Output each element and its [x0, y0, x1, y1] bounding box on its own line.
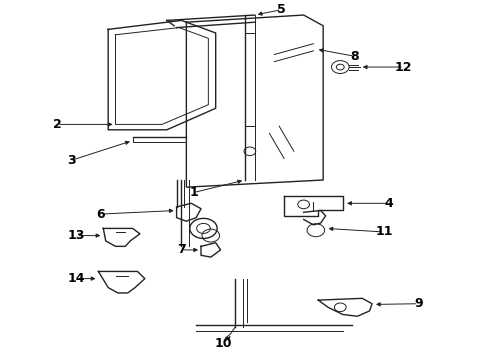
Text: 4: 4: [385, 197, 393, 210]
Text: 11: 11: [375, 225, 393, 238]
Text: 1: 1: [189, 186, 198, 199]
Text: 13: 13: [68, 229, 85, 242]
Text: 5: 5: [277, 3, 286, 16]
Text: 12: 12: [395, 60, 413, 73]
Text: 8: 8: [351, 50, 359, 63]
Text: 14: 14: [68, 272, 85, 285]
Text: 7: 7: [177, 243, 186, 256]
Text: 6: 6: [97, 208, 105, 221]
Text: 10: 10: [214, 337, 232, 350]
Text: 2: 2: [52, 118, 61, 131]
Text: 3: 3: [67, 154, 76, 167]
Text: 9: 9: [414, 297, 423, 310]
